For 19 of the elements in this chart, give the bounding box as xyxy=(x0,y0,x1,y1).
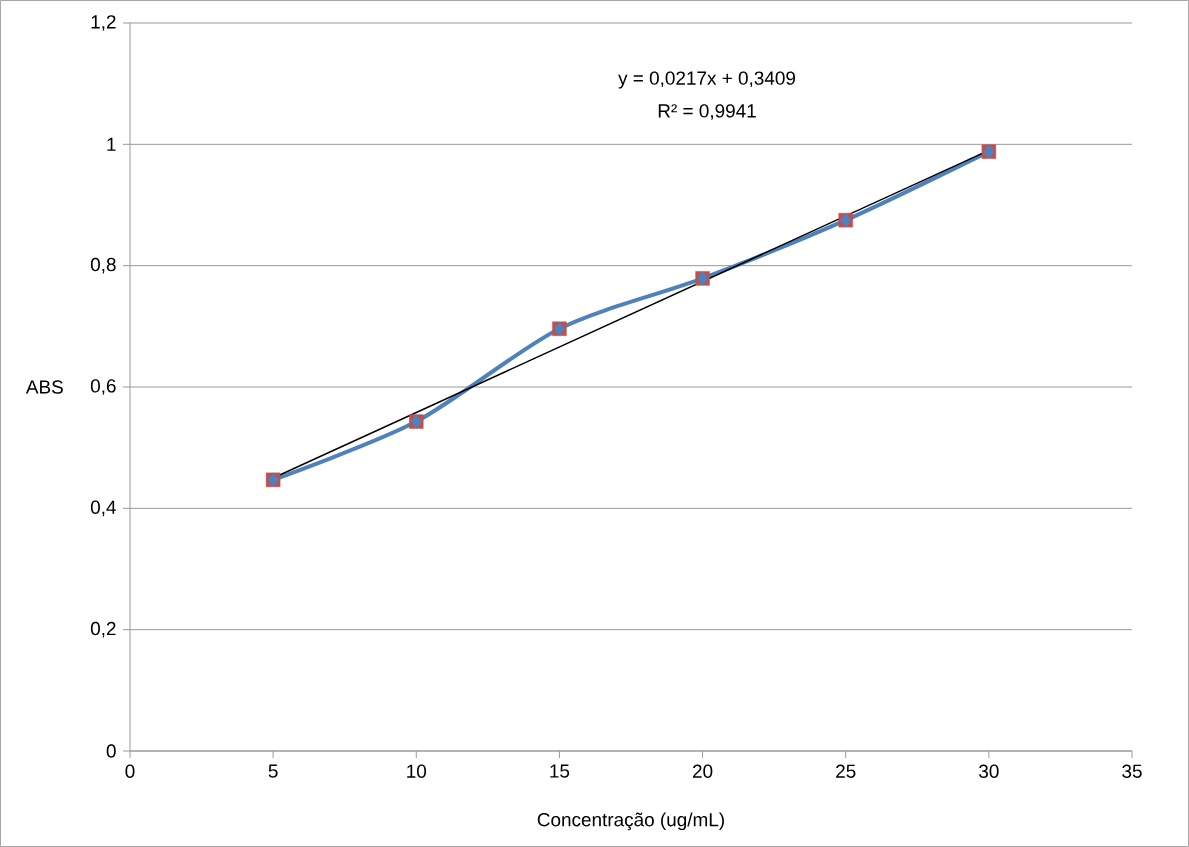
y-tick-label: 1,2 xyxy=(91,15,116,31)
x-tick-label: 25 xyxy=(836,764,856,778)
x-tick-label: 20 xyxy=(692,764,713,778)
y-tick-label: 1 xyxy=(107,137,116,151)
x-tick-label: 10 xyxy=(407,764,427,778)
y-tick-label: 0,6 xyxy=(90,379,116,395)
x-axis-title: Concentração (ug/mL) xyxy=(537,812,724,831)
y-tick-label: 0,8 xyxy=(90,257,116,274)
annotation: y = 0,0217x + 0,3409 xyxy=(618,71,796,89)
y-tick-label: 0 xyxy=(106,744,116,758)
x-tick-label: 0 xyxy=(125,764,135,778)
x-tick-label: 30 xyxy=(979,764,999,778)
x-tick-label: 15 xyxy=(550,764,570,778)
x-tick-label: 5 xyxy=(268,764,278,778)
x-tick-label: 35 xyxy=(1122,764,1142,778)
y-axis-title: ABS xyxy=(25,380,63,394)
annotation: R² = 0,9941 xyxy=(658,104,756,120)
y-tick-label: 0,2 xyxy=(90,621,116,638)
y-tick-label: 0,4 xyxy=(90,500,116,517)
